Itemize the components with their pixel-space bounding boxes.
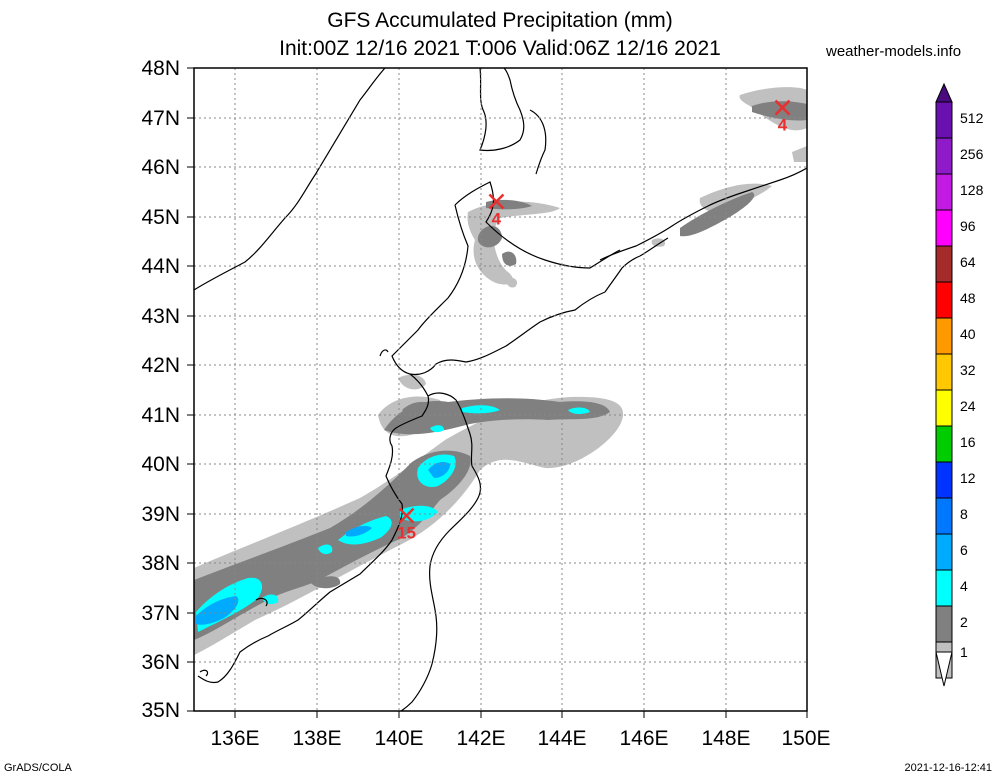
colorbar-level-label: 32 <box>960 362 976 378</box>
max-marker: 4 <box>488 193 505 229</box>
max-marker-value: 15 <box>397 524 416 543</box>
map-title: GFS Accumulated Precipitation (mm) <box>327 9 673 32</box>
lat-label: 37N <box>141 602 180 625</box>
map-frame <box>193 67 808 712</box>
colorbar-level-label: 16 <box>960 434 976 450</box>
colorbar-segment <box>935 245 953 283</box>
colorbar <box>935 101 953 679</box>
graticule <box>194 68 807 711</box>
colorbar-level-label: 64 <box>960 254 976 270</box>
colorbar-level-label: 6 <box>960 542 968 558</box>
colorbar-level-label: 1 <box>960 644 968 660</box>
colorbar-level-label: 12 <box>960 470 976 486</box>
colorbar-segment <box>935 137 953 175</box>
lat-label: 35N <box>141 699 180 722</box>
colorbar-level-label: 128 <box>960 182 984 198</box>
max-marker: 4 <box>774 99 791 135</box>
colorbar-segment <box>935 605 953 643</box>
lat-label: 48N <box>141 57 180 80</box>
colorbar-level-label: 256 <box>960 146 984 162</box>
max-marker-value: 4 <box>492 210 502 229</box>
colorbar-segment <box>935 317 953 355</box>
lat-label: 43N <box>141 305 180 328</box>
lat-label: 46N <box>141 156 180 179</box>
max-marker: 15 <box>397 507 416 543</box>
colorbar-level-label: 8 <box>960 506 968 522</box>
colorbar-segment <box>935 353 953 391</box>
colorbar-segment <box>935 101 953 139</box>
colorbar-segment <box>935 281 953 319</box>
colorbar-segment <box>935 389 953 427</box>
lat-label: 44N <box>141 255 180 278</box>
colorbar-segment <box>935 569 953 607</box>
lon-label: 136E <box>210 727 260 750</box>
colorbar-level-label: 4 <box>960 578 968 594</box>
colorbar-segment <box>935 497 953 535</box>
lat-label: 45N <box>141 206 180 229</box>
colorbar-level-label: 2 <box>960 614 968 630</box>
lat-label: 39N <box>141 503 180 526</box>
axis-ticks <box>187 67 808 718</box>
colorbar-segment <box>935 209 953 247</box>
precip-6mm-layer <box>196 462 450 625</box>
max-marker-value: 4 <box>778 116 788 135</box>
colorbar-level-label: 512 <box>960 110 984 126</box>
timestamp: 2021-12-16-12:41 <box>904 762 992 774</box>
lon-label: 144E <box>537 727 587 750</box>
lat-label: 47N <box>141 107 180 130</box>
lon-label: 146E <box>619 727 669 750</box>
lat-label: 40N <box>141 453 180 476</box>
lat-label: 38N <box>141 552 180 575</box>
precip-2mm-layer <box>194 101 807 640</box>
lat-label: 36N <box>141 651 180 674</box>
lon-label: 148E <box>701 727 751 750</box>
lon-label: 142E <box>456 727 506 750</box>
colorbar-bottom-arrow <box>935 651 953 687</box>
colorbar-segment <box>935 173 953 211</box>
site-credit: weather-models.info <box>826 43 962 60</box>
lon-label: 140E <box>374 727 424 750</box>
colorbar-segment <box>935 461 953 499</box>
coastlines <box>194 68 807 711</box>
map-subtitle: Init:00Z 12/16 2021 T:006 Valid:06Z 12/1… <box>279 37 721 60</box>
colorbar-segment <box>935 533 953 571</box>
lon-label: 150E <box>781 727 831 750</box>
colorbar-level-label: 40 <box>960 326 976 342</box>
software-credit: GrADS/COLA <box>4 762 72 774</box>
colorbar-level-label: 96 <box>960 218 976 234</box>
colorbar-level-label: 24 <box>960 398 976 414</box>
lat-label: 41N <box>141 404 180 427</box>
lon-label: 138E <box>292 727 342 750</box>
colorbar-level-label: 48 <box>960 290 976 306</box>
colorbar-top-arrow <box>935 82 953 103</box>
lat-label: 42N <box>141 354 180 377</box>
colorbar-segment <box>935 425 953 463</box>
max-markers: 4 4 15 <box>397 99 791 543</box>
